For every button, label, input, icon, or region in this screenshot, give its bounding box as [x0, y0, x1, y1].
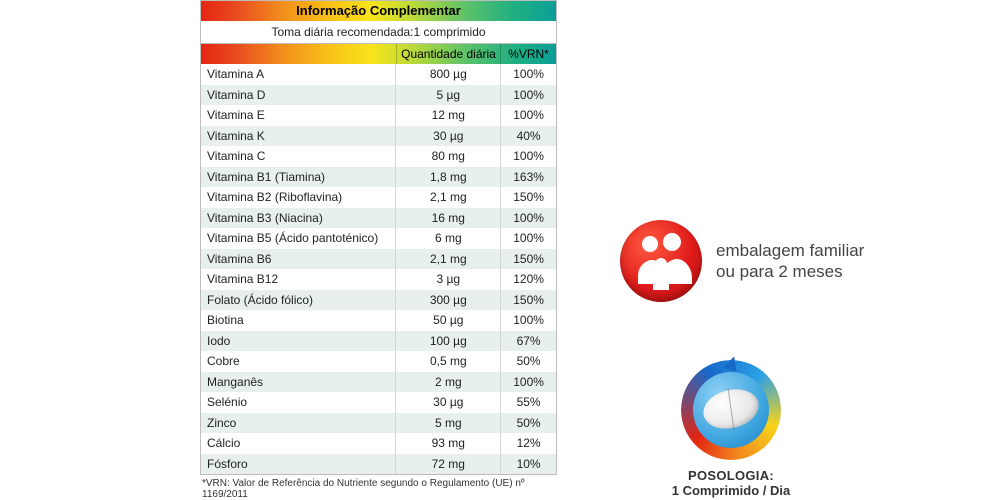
cell-name: Vitamina E: [201, 105, 396, 126]
posology-block: POSOLOGIA: 1 Comprimido / Dia: [636, 360, 826, 498]
cell-vrn: 40%: [501, 126, 556, 147]
table-row: Vitamina A800 µg100%: [201, 64, 556, 85]
family-line1: embalagem familiar: [716, 240, 864, 261]
table-row: Vitamina B62,1 mg150%: [201, 249, 556, 270]
table-row: Zinco5 mg50%: [201, 413, 556, 434]
cell-vrn: 12%: [501, 433, 556, 454]
family-icon: [620, 220, 702, 302]
cell-name: Vitamina D: [201, 85, 396, 106]
posology-label: POSOLOGIA:: [636, 468, 826, 483]
cell-name: Vitamina B5 (Ácido pantoténico): [201, 228, 396, 249]
cell-vrn: 67%: [501, 331, 556, 352]
cell-qty: 93 mg: [396, 433, 501, 454]
cell-qty: 12 mg: [396, 105, 501, 126]
cell-qty: 0,5 mg: [396, 351, 501, 372]
cell-qty: 16 mg: [396, 208, 501, 229]
cell-qty: 2,1 mg: [396, 249, 501, 270]
cell-name: Iodo: [201, 331, 396, 352]
cell-qty: 2 mg: [396, 372, 501, 393]
table-row: Vitamina B2 (Riboflavina)2,1 mg150%: [201, 187, 556, 208]
cell-vrn: 100%: [501, 105, 556, 126]
col-name: [201, 44, 396, 64]
table-row: Folato (Ácido fólico)300 µg150%: [201, 290, 556, 311]
cell-qty: 30 µg: [396, 392, 501, 413]
family-line2: ou para 2 meses: [716, 261, 864, 282]
nutrition-table: Informação Complementar Toma diária reco…: [200, 0, 557, 475]
col-vrn: %VRN*: [501, 44, 556, 64]
cell-name: Vitamina B1 (Tiamina): [201, 167, 396, 188]
cell-name: Biotina: [201, 310, 396, 331]
cell-name: Vitamina K: [201, 126, 396, 147]
table-column-headers: Quantidade diária %VRN*: [201, 44, 556, 64]
cell-vrn: 150%: [501, 290, 556, 311]
cell-name: Vitamina A: [201, 64, 396, 85]
table-row: Fósforo72 mg10%: [201, 454, 556, 475]
cell-vrn: 50%: [501, 351, 556, 372]
cell-qty: 300 µg: [396, 290, 501, 311]
cell-qty: 80 mg: [396, 146, 501, 167]
table-row: Manganês2 mg100%: [201, 372, 556, 393]
cell-name: Selénio: [201, 392, 396, 413]
cell-vrn: 100%: [501, 372, 556, 393]
cell-qty: 3 µg: [396, 269, 501, 290]
cell-name: Cobre: [201, 351, 396, 372]
cell-qty: 6 mg: [396, 228, 501, 249]
table-footnote: *VRN: Valor de Referência do Nutriente s…: [200, 475, 560, 500]
table-row: Vitamina B1 (Tiamina)1,8 mg163%: [201, 167, 556, 188]
table-row: Vitamina E12 mg100%: [201, 105, 556, 126]
cell-name: Zinco: [201, 413, 396, 434]
cell-qty: 100 µg: [396, 331, 501, 352]
cell-qty: 1,8 mg: [396, 167, 501, 188]
cell-vrn: 100%: [501, 85, 556, 106]
cell-vrn: 150%: [501, 187, 556, 208]
table-row: Selénio30 µg55%: [201, 392, 556, 413]
cell-vrn: 100%: [501, 146, 556, 167]
table-row: Vitamina B3 (Niacina)16 mg100%: [201, 208, 556, 229]
table-row: Vitamina B5 (Ácido pantoténico)6 mg100%: [201, 228, 556, 249]
cell-vrn: 163%: [501, 167, 556, 188]
cell-vrn: 150%: [501, 249, 556, 270]
cell-qty: 30 µg: [396, 126, 501, 147]
cell-name: Fósforo: [201, 454, 396, 475]
table-row: Vitamina D5 µg100%: [201, 85, 556, 106]
cell-qty: 800 µg: [396, 64, 501, 85]
cell-qty: 5 mg: [396, 413, 501, 434]
table-row: Cobre0,5 mg50%: [201, 351, 556, 372]
posology-value: 1 Comprimido / Dia: [636, 483, 826, 498]
cell-name: Vitamina B12: [201, 269, 396, 290]
cell-qty: 50 µg: [396, 310, 501, 331]
cell-qty: 5 µg: [396, 85, 501, 106]
table-row: Iodo100 µg67%: [201, 331, 556, 352]
cell-qty: 72 mg: [396, 454, 501, 475]
cell-vrn: 100%: [501, 208, 556, 229]
cell-name: Vitamina B6: [201, 249, 396, 270]
cell-vrn: 100%: [501, 64, 556, 85]
col-qty: Quantidade diária: [396, 44, 501, 64]
cell-vrn: 100%: [501, 228, 556, 249]
table-row: Vitamina K30 µg40%: [201, 126, 556, 147]
cell-name: Vitamina B3 (Niacina): [201, 208, 396, 229]
table-row: Vitamina B123 µg120%: [201, 269, 556, 290]
table-title: Informação Complementar: [201, 1, 556, 21]
cell-name: Cálcio: [201, 433, 396, 454]
cell-name: Manganês: [201, 372, 396, 393]
cell-vrn: 55%: [501, 392, 556, 413]
cell-name: Folato (Ácido fólico): [201, 290, 396, 311]
table-row: Cálcio93 mg12%: [201, 433, 556, 454]
table-subtitle: Toma diária recomendada:1 comprimido: [201, 21, 556, 44]
cell-qty: 2,1 mg: [396, 187, 501, 208]
cell-vrn: 10%: [501, 454, 556, 475]
cell-vrn: 120%: [501, 269, 556, 290]
cell-vrn: 100%: [501, 310, 556, 331]
family-pack-text: embalagem familiar ou para 2 meses: [716, 240, 864, 283]
cell-vrn: 50%: [501, 413, 556, 434]
table-row: Vitamina C80 mg100%: [201, 146, 556, 167]
cell-name: Vitamina B2 (Riboflavina): [201, 187, 396, 208]
table-row: Biotina50 µg100%: [201, 310, 556, 331]
family-pack-block: embalagem familiar ou para 2 meses: [620, 220, 880, 302]
cell-name: Vitamina C: [201, 146, 396, 167]
posology-icon: [681, 360, 781, 460]
